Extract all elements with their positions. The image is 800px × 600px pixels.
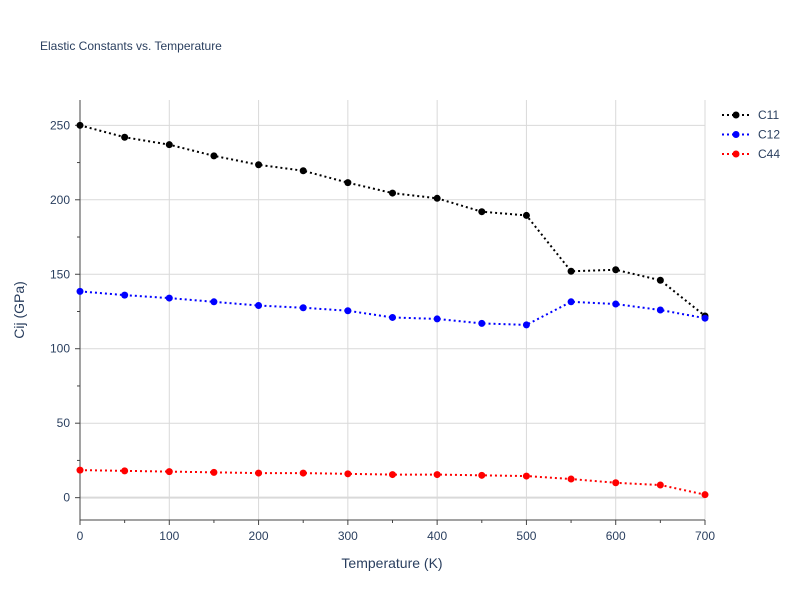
data-point-c44: [389, 471, 396, 479]
data-point-c44: [567, 475, 575, 483]
data-point-c44: [433, 471, 441, 479]
grid: [80, 100, 706, 520]
data-point-c11: [121, 133, 129, 141]
data-point-c11: [165, 141, 173, 149]
legend-item-c11[interactable]: C11: [722, 108, 779, 122]
data-point-c12: [567, 298, 575, 306]
series-c11: [76, 121, 709, 320]
data-point-c12: [344, 307, 352, 315]
y-tick-label: 100: [50, 342, 70, 356]
axes: 0 100 200 300 400 500 600 700 0 50 100 150 200 250: [50, 100, 715, 543]
legend-label: C44: [758, 147, 780, 161]
x-axis-title: Temperature (K): [341, 555, 442, 571]
x-tick-label: 700: [695, 529, 715, 543]
data-point-c44: [299, 469, 307, 477]
data-point-c44: [522, 472, 530, 480]
x-tick-label: 100: [159, 529, 179, 543]
data-point-c44: [701, 491, 709, 499]
data-point-c12: [299, 304, 307, 312]
data-point-c11: [344, 179, 352, 187]
legend-item-c44[interactable]: C44: [722, 147, 780, 161]
data-point-c12: [165, 294, 173, 302]
data-point-c11: [433, 194, 441, 202]
x-tick-label: 400: [427, 529, 447, 543]
legend-label: C12: [758, 128, 780, 142]
data-point-c12: [121, 291, 129, 299]
data-point-c11: [478, 208, 486, 216]
data-point-c12: [76, 287, 84, 295]
data-point-c12: [255, 302, 263, 310]
data-point-c11: [522, 211, 530, 219]
series-c44: [76, 466, 709, 499]
data-point-c11: [567, 267, 575, 275]
legend-item-c12[interactable]: C12: [722, 128, 780, 142]
data-point-c44: [612, 479, 620, 487]
data-point-c11: [389, 189, 396, 197]
data-point-c44: [656, 481, 664, 489]
data-point-c44: [255, 469, 263, 477]
data-point-c11: [255, 161, 263, 169]
data-point-c12: [656, 306, 664, 314]
data-point-c12: [389, 313, 396, 321]
data-point-c44: [76, 466, 84, 474]
y-tick-label: 200: [50, 193, 70, 207]
y-axis-title: Cij (GPa): [11, 281, 27, 339]
series-c12: [76, 287, 709, 329]
y-tick-label: 50: [57, 416, 71, 430]
data-point-c11: [612, 266, 620, 274]
y-tick-label: 250: [50, 118, 70, 132]
series-line-c44: [79, 469, 706, 496]
series-line-c11: [79, 124, 706, 317]
data-point-c12: [433, 315, 441, 323]
y-tick-label: 0: [63, 491, 70, 505]
x-tick-label: 0: [77, 529, 84, 543]
data-point-c44: [210, 468, 218, 476]
data-point-c12: [210, 298, 218, 306]
data-point-c44: [344, 470, 352, 478]
y-tick-label: 150: [50, 267, 70, 281]
legend-swatch-marker: [732, 111, 740, 119]
x-tick-label: 500: [516, 529, 536, 543]
legend-label: C11: [758, 108, 779, 122]
data-point-c12: [478, 319, 486, 327]
data-point-c12: [522, 321, 530, 329]
data-point-c11: [210, 152, 218, 160]
x-tick-label: 600: [606, 529, 626, 543]
legend-swatch-marker: [732, 150, 740, 158]
chart-title: Elastic Constants vs. Temperature: [40, 39, 222, 53]
data-point-c11: [299, 167, 307, 175]
x-tick-label: 200: [249, 529, 269, 543]
data-point-c11: [656, 276, 664, 284]
data-point-c44: [478, 471, 486, 479]
data-point-c44: [121, 467, 129, 475]
plot-area: [76, 121, 709, 499]
data-point-c11: [76, 121, 84, 129]
data-point-c12: [612, 300, 620, 308]
legend-swatch-marker: [732, 131, 740, 138]
data-point-c12: [701, 314, 709, 322]
legend: C11 C12 C44: [722, 108, 780, 161]
data-point-c44: [165, 468, 173, 476]
x-tick-label: 300: [338, 529, 358, 543]
